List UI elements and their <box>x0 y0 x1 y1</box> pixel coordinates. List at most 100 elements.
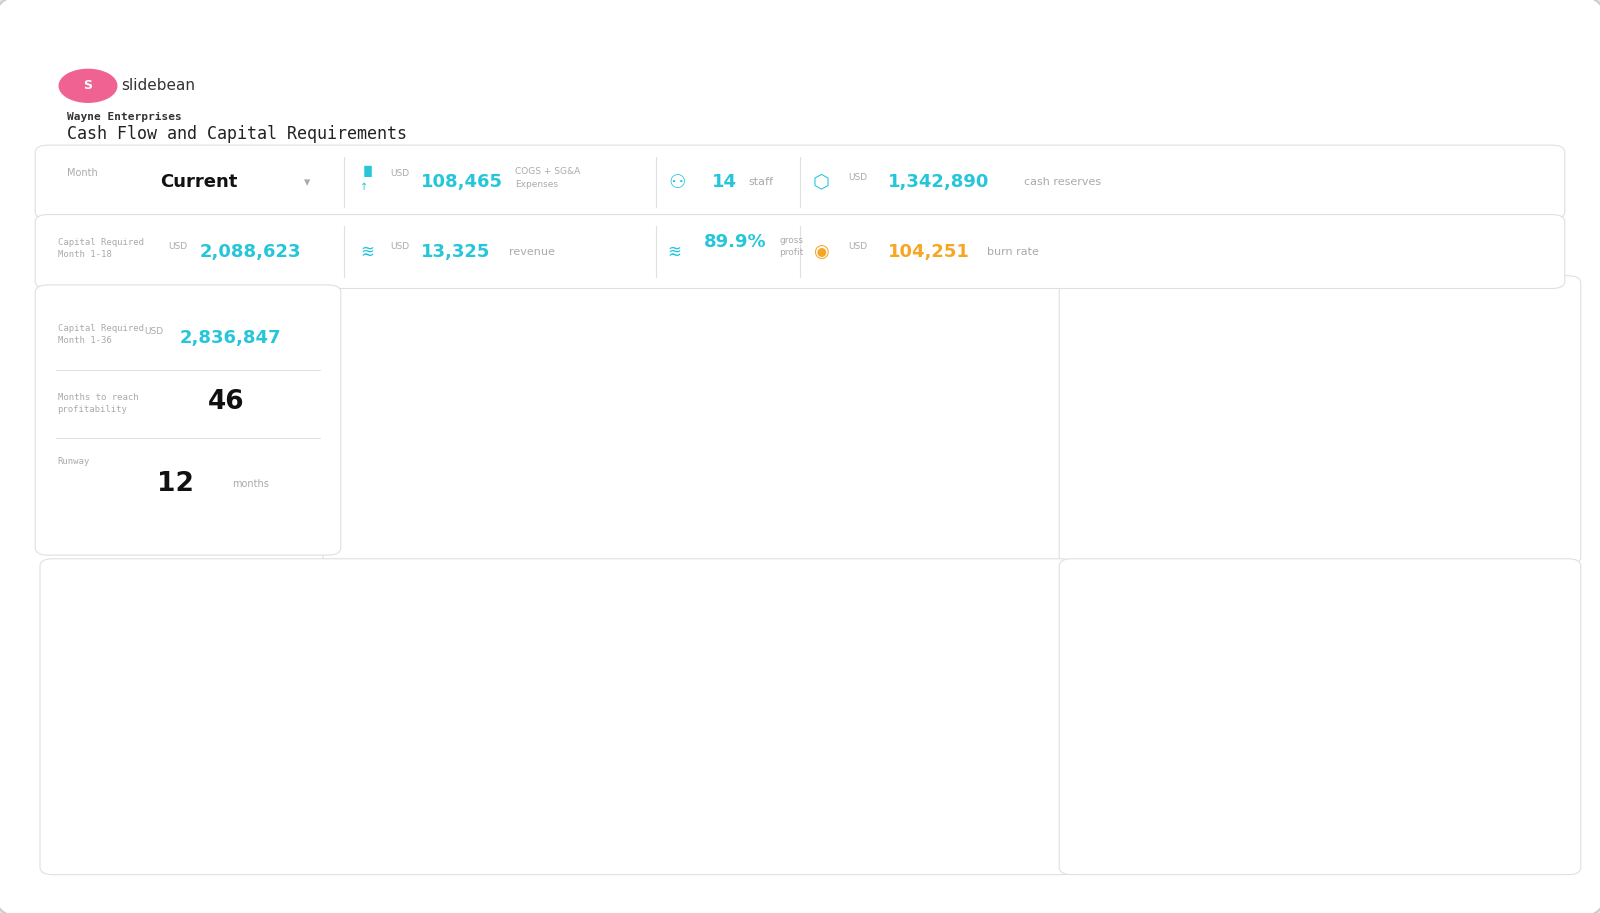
Text: ↑: ↑ <box>360 182 368 192</box>
Bar <box>442 760 454 858</box>
Bar <box>542 739 555 858</box>
Text: 500,000: 500,000 <box>14 729 48 738</box>
Bar <box>592 727 605 858</box>
Bar <box>643 706 656 858</box>
Bar <box>710 695 723 858</box>
Bar <box>525 737 538 858</box>
Bar <box>811 667 824 858</box>
Text: 14: 14 <box>712 173 738 191</box>
Bar <box>1046 616 1059 858</box>
Bar <box>677 707 690 858</box>
Bar <box>240 804 253 858</box>
Bar <box>928 634 941 858</box>
Bar <box>106 838 118 858</box>
Bar <box>979 622 992 858</box>
Text: Wayne Enterprises: Wayne Enterprises <box>67 112 182 121</box>
Text: USD: USD <box>390 243 410 251</box>
Text: 1,000,000: 1,000,000 <box>6 603 48 613</box>
Text: Current Month: Current Month <box>765 268 851 278</box>
Wedge shape <box>813 418 899 518</box>
Text: 104,251: 104,251 <box>888 243 970 260</box>
Bar <box>458 754 470 858</box>
Bar <box>290 796 302 858</box>
Text: ▐▌: ▐▌ <box>360 165 378 177</box>
Text: gross: gross <box>779 236 803 245</box>
Bar <box>357 779 370 858</box>
Bar <box>995 633 1008 858</box>
Bar <box>424 764 437 858</box>
Text: USD: USD <box>144 327 163 336</box>
Bar <box>778 672 790 858</box>
Bar <box>845 661 858 858</box>
Text: ◉: ◉ <box>813 243 829 260</box>
Text: cash reserves: cash reserves <box>1024 177 1101 187</box>
Text: profitability: profitability <box>58 404 128 414</box>
Bar <box>274 800 286 858</box>
Text: Runway: Runway <box>58 456 90 466</box>
Text: USD: USD <box>848 243 867 251</box>
Text: USD: USD <box>168 243 187 251</box>
Text: 89.9%: 89.9% <box>704 234 766 251</box>
Text: 1,342,890: 1,342,890 <box>888 173 989 191</box>
Text: Current: Current <box>160 173 237 191</box>
Bar <box>155 828 168 858</box>
Bar <box>341 782 354 858</box>
Bar <box>491 749 504 858</box>
Bar <box>659 708 672 858</box>
Bar <box>558 729 571 858</box>
Text: 2,088,623: 2,088,623 <box>200 243 301 260</box>
Bar <box>576 729 589 858</box>
Bar <box>509 742 522 858</box>
Text: months: months <box>232 479 269 488</box>
Bar <box>206 813 219 858</box>
Bar <box>222 813 235 858</box>
Bar <box>139 832 152 858</box>
Wedge shape <box>432 310 541 497</box>
Text: COGS + SG&A: COGS + SG&A <box>515 167 581 175</box>
Bar <box>256 801 269 858</box>
Text: 46: 46 <box>208 389 245 415</box>
Bar <box>760 688 773 858</box>
Bar <box>693 696 706 858</box>
Text: 108,465: 108,465 <box>421 173 502 191</box>
Bar <box>390 770 403 858</box>
Bar <box>912 641 925 858</box>
Bar <box>475 748 488 858</box>
Text: ▾: ▾ <box>304 175 310 189</box>
Bar <box>626 708 638 858</box>
Text: Use of Funds - First 18 Months: Use of Funds - First 18 Months <box>405 268 586 278</box>
Text: profit: profit <box>779 248 803 257</box>
Text: 13,325: 13,325 <box>421 243 490 260</box>
Bar <box>861 656 874 858</box>
Bar <box>72 846 85 858</box>
Bar <box>1013 627 1026 858</box>
Bar <box>610 713 622 858</box>
Text: Month: Month <box>67 168 98 178</box>
Text: staff: staff <box>749 177 774 187</box>
Legend: Growth, Ops, R&D, Legal: Growth, Ops, R&D, Legal <box>1098 389 1152 446</box>
Text: Month 1-36: Month 1-36 <box>58 336 112 345</box>
Bar <box>946 630 958 858</box>
Bar <box>827 668 840 858</box>
Text: Capital Required: Capital Required <box>58 324 144 333</box>
Text: Months to reach: Months to reach <box>58 393 138 402</box>
Bar <box>189 818 202 858</box>
Text: Month 1-18: Month 1-18 <box>58 250 112 258</box>
Bar <box>307 792 320 858</box>
Text: revenue: revenue <box>509 247 555 257</box>
Wedge shape <box>899 310 926 418</box>
Bar <box>323 787 336 858</box>
Bar <box>744 686 757 858</box>
Text: Capital Required: Capital Required <box>58 238 144 247</box>
Legend: Growth, Ops, R&D, Legal: Growth, Ops, R&D, Legal <box>750 389 805 446</box>
Text: Cash in the Bank  |  5-Year Projection: Cash in the Bank | 5-Year Projection <box>1080 273 1272 283</box>
Text: 2,836,847: 2,836,847 <box>179 329 280 347</box>
Text: ⚇: ⚇ <box>669 173 686 192</box>
Bar <box>374 776 387 858</box>
Text: Cash Flow and Capital Requirements: Cash Flow and Capital Requirements <box>67 125 406 143</box>
Bar <box>54 851 67 858</box>
Text: USD: USD <box>390 169 410 177</box>
Text: USD: USD <box>848 173 867 182</box>
Text: ≋: ≋ <box>360 243 374 260</box>
Bar <box>726 695 739 858</box>
